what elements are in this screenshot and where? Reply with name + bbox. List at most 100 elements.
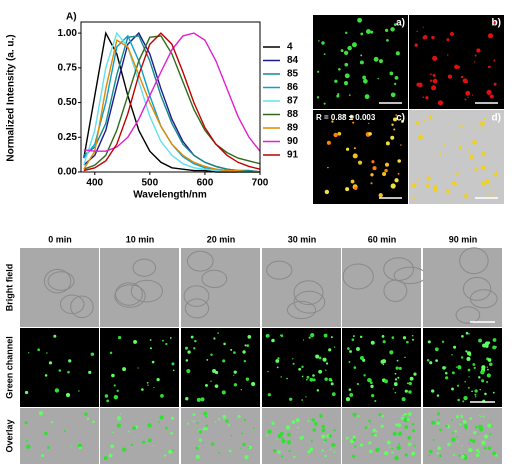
x-tick-label: 700	[252, 178, 269, 189]
signal-dot	[306, 375, 310, 379]
signal-dot	[487, 358, 492, 362]
signal-dot	[77, 443, 82, 448]
signal-dot	[390, 183, 396, 189]
signal-dot	[368, 441, 372, 445]
signal-dot	[483, 446, 487, 450]
signal-dot	[244, 455, 249, 460]
signal-dot	[397, 423, 401, 428]
micrograph	[100, 408, 179, 464]
signal-dot	[490, 420, 492, 422]
signal-dot	[276, 366, 279, 369]
signal-dot	[481, 128, 483, 131]
signal-dot	[482, 343, 487, 348]
signal-dot	[50, 420, 54, 424]
signal-dot	[391, 336, 395, 339]
signal-dot	[210, 442, 215, 446]
signal-dot	[432, 78, 438, 84]
micrograph	[409, 15, 504, 109]
y-axis-label: Normalized Intensity (a. u.)	[6, 34, 17, 161]
signal-dot	[112, 431, 114, 434]
signal-dot	[353, 335, 355, 337]
signal-dot	[147, 384, 149, 386]
signal-dot	[319, 414, 323, 418]
signal-dot	[325, 362, 329, 365]
signal-dot	[321, 41, 325, 45]
signal-dot	[408, 390, 412, 394]
signal-dot	[445, 424, 448, 428]
signal-dot	[459, 423, 462, 426]
signal-dot	[396, 445, 401, 450]
signal-dot	[365, 29, 371, 35]
signal-dot	[242, 350, 246, 354]
signal-dot	[463, 193, 469, 199]
micrograph	[262, 248, 341, 327]
cell-outline	[130, 279, 163, 303]
time-label: 90 min	[449, 234, 478, 244]
time-label: 10 min	[126, 234, 155, 244]
signal-dot	[460, 422, 462, 424]
signal-dot	[493, 194, 496, 196]
signal-dot	[353, 366, 357, 369]
signal-dot	[411, 451, 416, 456]
signal-dot	[385, 141, 390, 146]
signal-dot	[426, 176, 431, 181]
signal-dot	[116, 423, 121, 428]
signal-dot	[395, 114, 398, 116]
signal-dot	[240, 388, 242, 391]
signal-dot	[184, 346, 189, 350]
signal-dot	[474, 425, 478, 429]
signal-dot	[68, 359, 72, 363]
signal-dot	[200, 397, 205, 402]
signal-dot	[246, 344, 250, 347]
micrograph	[423, 248, 502, 327]
signal-dot	[272, 448, 277, 453]
signal-dot	[301, 375, 304, 378]
signal-dot	[330, 379, 333, 382]
signal-dot	[482, 415, 485, 418]
signal-dot	[242, 442, 246, 447]
signal-dot	[400, 416, 405, 420]
signal-dot	[457, 440, 459, 442]
signal-dot	[405, 415, 407, 417]
signal-dot	[54, 388, 60, 393]
micrograph	[181, 408, 260, 464]
signal-dot	[414, 43, 418, 47]
signal-dot	[397, 376, 400, 379]
signal-dot	[385, 28, 389, 32]
signal-dot	[479, 427, 484, 432]
signal-dot	[386, 440, 391, 445]
signal-dot	[393, 23, 397, 26]
time-label: 0 min	[48, 234, 72, 244]
series-line	[83, 35, 261, 170]
signal-dot	[26, 444, 31, 449]
signal-dot	[160, 394, 164, 398]
signal-dot	[368, 425, 370, 427]
micrograph	[20, 328, 99, 407]
signal-dot	[477, 448, 480, 451]
signal-dot	[439, 454, 442, 458]
legend-label: 89	[287, 123, 299, 134]
signal-dot	[340, 49, 344, 53]
signal-dot	[116, 389, 119, 392]
signal-dot	[130, 443, 134, 446]
signal-dot	[416, 30, 418, 33]
legend-label: 4	[287, 42, 293, 53]
signal-dot	[394, 75, 399, 80]
signal-dot	[315, 354, 320, 359]
cell-outline	[186, 250, 214, 272]
signal-dot	[374, 399, 377, 403]
signal-dot	[486, 380, 489, 384]
signal-dot	[315, 424, 318, 427]
signal-dot	[484, 392, 487, 396]
signal-dot	[318, 40, 320, 42]
signal-dot	[288, 449, 291, 453]
signal-dot	[467, 368, 471, 372]
signal-dot	[473, 430, 477, 435]
signal-dot	[289, 397, 293, 401]
signal-dot	[447, 442, 451, 447]
signal-dot	[230, 434, 233, 437]
signal-dot	[205, 415, 208, 418]
signal-dot	[370, 182, 373, 185]
signal-dot	[152, 444, 154, 447]
signal-dot	[415, 120, 420, 125]
